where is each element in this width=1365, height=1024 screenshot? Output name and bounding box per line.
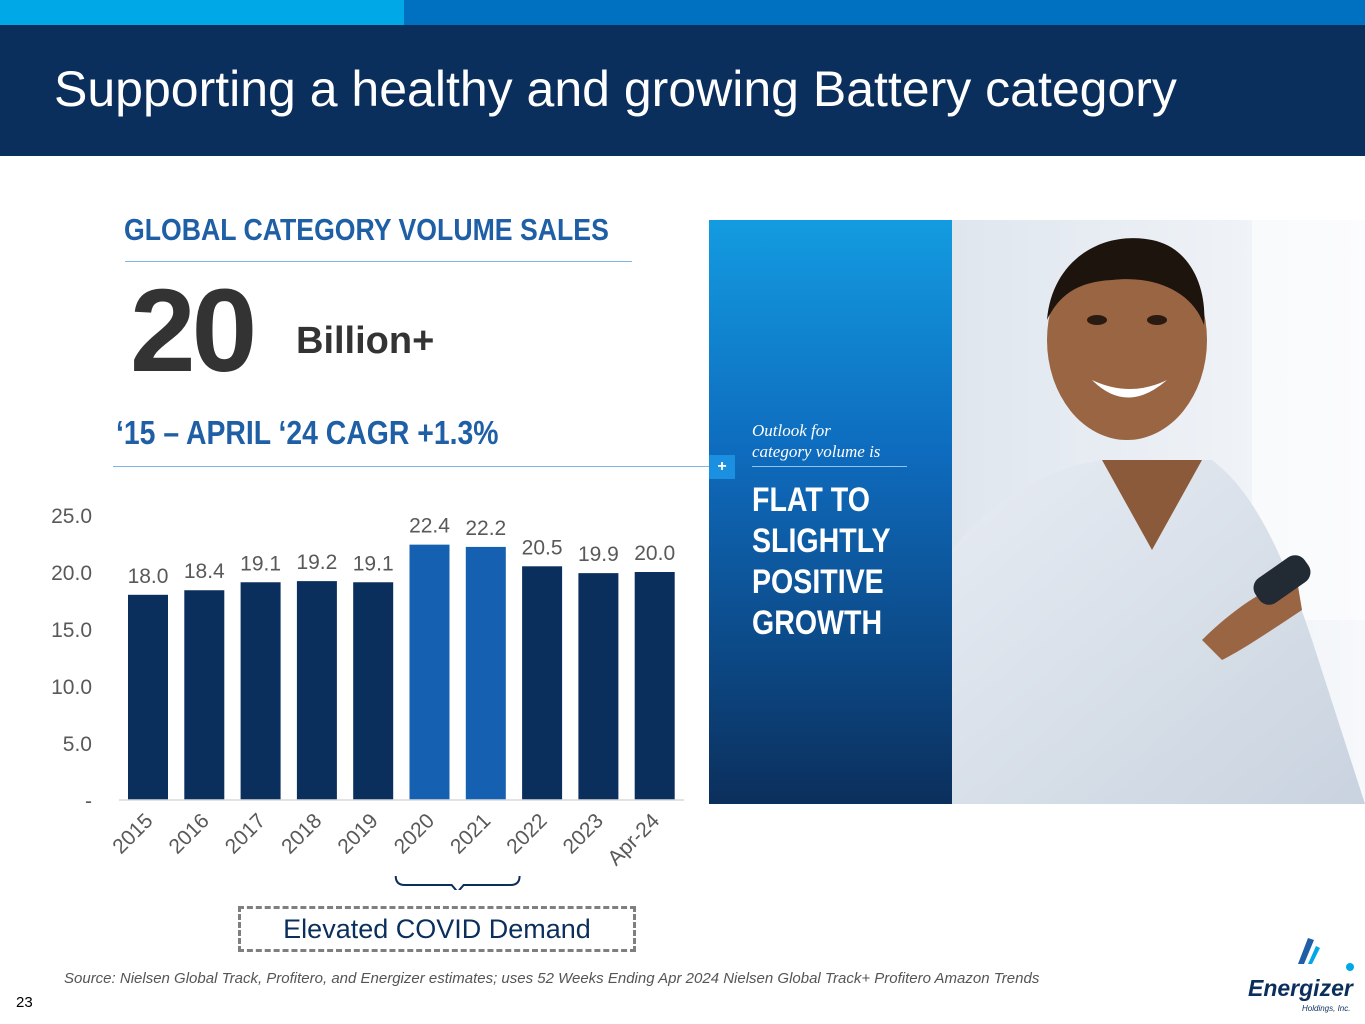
bar-2018 <box>296 581 337 800</box>
x-tick-label: 2018 <box>277 809 326 858</box>
bar-2020 <box>409 544 450 800</box>
y-tick-label: 25.0 <box>51 505 92 528</box>
cagr-divider <box>113 466 709 467</box>
x-tick-label: 2022 <box>502 809 551 858</box>
logo-subtext: Holdings, Inc. <box>1302 1004 1350 1013</box>
y-tick-label: 15.0 <box>51 619 92 642</box>
headline-number: 20 <box>130 265 257 397</box>
bar-2023 <box>578 573 619 800</box>
data-label: 19.2 <box>296 551 337 574</box>
x-tick-label: Apr-24 <box>603 809 664 870</box>
heading-divider <box>125 261 632 262</box>
plus-icon: + <box>709 455 735 479</box>
data-label: 22.2 <box>465 517 506 540</box>
data-label: 20.0 <box>634 542 675 565</box>
bar-2016 <box>184 590 225 800</box>
y-tick-label: 5.0 <box>63 733 92 756</box>
x-tick-label: 2016 <box>165 809 214 858</box>
source-note: Source: Nielsen Global Track, Profitero,… <box>64 970 1040 987</box>
bar-2015 <box>128 594 168 800</box>
data-label: 20.5 <box>522 536 563 559</box>
x-tick-label: 2020 <box>390 809 439 858</box>
covid-brace <box>394 875 521 890</box>
top-accent-bar <box>404 0 1365 25</box>
x-tick-label: 2023 <box>559 809 608 858</box>
logo-wordmark: Energizer <box>1248 975 1354 1001</box>
man-with-remote-photo <box>952 220 1365 804</box>
section-heading: GLOBAL CATEGORY VOLUME SALES <box>124 212 609 247</box>
y-tick-label: 10.0 <box>51 676 92 699</box>
top-accent-bar-light <box>0 0 404 25</box>
title-banner <box>0 25 1365 156</box>
bar-2017 <box>240 582 281 800</box>
bar-apr-24 <box>634 572 675 800</box>
x-tick-label: 2019 <box>333 809 382 858</box>
covid-annotation-label: Elevated COVID Demand <box>283 913 591 944</box>
data-label: 18.4 <box>184 560 225 583</box>
y-tick-label: - <box>85 790 92 813</box>
data-label: 19.1 <box>353 552 394 575</box>
page-title: Supporting a healthy and growing Battery… <box>54 61 1177 117</box>
volume-bar-chart: - 5.0 10.0 15.0 20.0 25.0 18.0 2015 18.4 2016 19.1… <box>51 505 684 890</box>
data-label: 19.9 <box>578 543 619 566</box>
data-label: 22.4 <box>409 515 450 538</box>
bar-2021 <box>465 546 506 800</box>
x-tick-label: 2017 <box>221 809 270 858</box>
outlook-panel <box>709 220 952 804</box>
page-number: 23 <box>16 994 33 1011</box>
y-tick-label: 20.0 <box>51 562 92 585</box>
bar-2022 <box>522 566 563 800</box>
outlook-caption: Outlook for category volume is <box>752 421 881 461</box>
data-label: 19.1 <box>240 552 281 575</box>
energizer-logo: Energizer Holdings, Inc. <box>1244 934 1356 1014</box>
cagr-label: ‘15 – APRIL ‘24 CAGR +1.3% <box>116 414 499 451</box>
bar-2019 <box>353 582 394 800</box>
data-label: 18.0 <box>128 565 169 588</box>
covid-annotation-box: Elevated COVID Demand <box>238 906 636 952</box>
outlook-divider <box>752 466 907 467</box>
headline-unit: Billion+ <box>296 320 435 362</box>
x-tick-label: 2021 <box>446 809 495 858</box>
outlook-statement: FLAT TO SLIGHTLY POSITIVE GROWTH <box>752 481 891 642</box>
x-tick-label: 2015 <box>108 809 157 858</box>
